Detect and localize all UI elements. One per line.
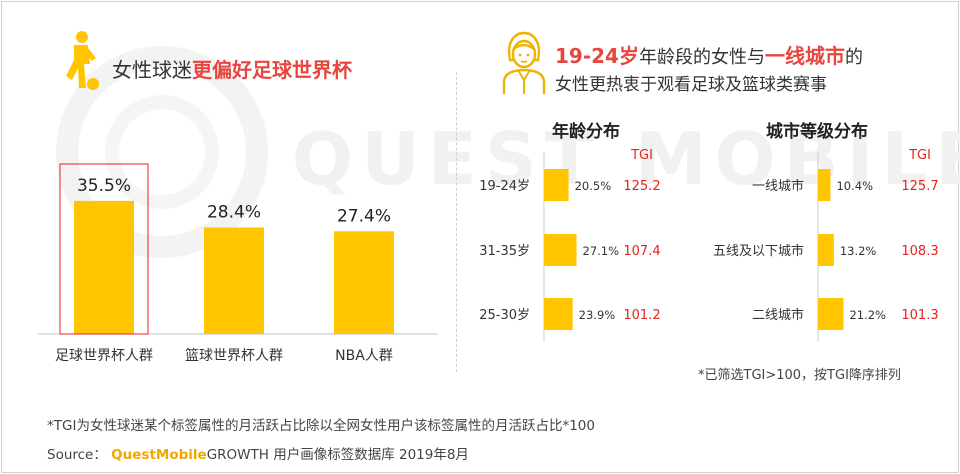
- tgi-value: 101.2: [623, 308, 660, 323]
- tgi-value: 107.4: [623, 244, 660, 259]
- bar-1: [74, 200, 134, 334]
- left-bar-chart: 35.5% 足球世界杯人群 28.4% 篮球世界杯人群 27.4% NBA人群: [38, 163, 438, 364]
- category-label: 19-24岁: [479, 179, 530, 194]
- bar-value-label: 27.4%: [337, 206, 391, 226]
- bar-3: [334, 231, 394, 334]
- hbar-3: [544, 298, 573, 330]
- category-label: 31-35岁: [479, 244, 530, 259]
- tgi-value: 125.7: [901, 179, 938, 194]
- right-title-highlight-city: 一线城市: [764, 44, 845, 68]
- tgi-note: *已筛选TGI>100，按TGI降序排列: [698, 368, 901, 383]
- tgi-value: 125.2: [623, 179, 660, 194]
- source-line: Source： QuestMobileGROWTH 用户画像标签数据库 2019…: [47, 443, 469, 463]
- city-panel-title: 城市等级分布: [766, 122, 868, 142]
- divider: [456, 72, 457, 372]
- hbar-1: [818, 169, 831, 201]
- bar-value-label: 35.5%: [77, 176, 131, 196]
- category-label: NBA人群: [335, 348, 393, 364]
- left-title-highlight: 更偏好足球世界杯: [192, 58, 352, 82]
- bar-value-label: 23.9%: [579, 308, 616, 322]
- right-title-end: 的: [844, 47, 863, 68]
- bar-2: [204, 227, 264, 334]
- left-title: 女性球迷更偏好足球世界杯: [112, 54, 352, 83]
- right-title-highlight-age: 19-24岁: [555, 44, 639, 68]
- bar-value-label: 13.2%: [840, 244, 877, 258]
- watermark-text: QUEST MOBILE: [292, 117, 960, 201]
- category-label: 一线城市: [752, 178, 804, 194]
- bar-value-label: 28.4%: [207, 203, 261, 223]
- right-title-line1: 19-24岁年龄段的女性与一线城市的: [555, 40, 863, 69]
- hbar-1: [544, 169, 569, 201]
- category-label: 足球世界杯人群: [55, 348, 153, 364]
- right-title-line2: 女性更热衷于观看足球及篮球类赛事: [555, 75, 827, 95]
- age-bar-chart: TGI 19-24岁 20.5% 125.2 31-35岁 27.1% 107.4 25-30…: [479, 148, 661, 342]
- bar-value-label: 20.5%: [575, 179, 612, 193]
- footnote: *TGI为女性球迷某个标签属性的月活跃占比除以全网女性用户该标签属性的月活跃占比…: [47, 418, 595, 434]
- tgi-header: TGI: [630, 148, 653, 163]
- hbar-2: [544, 234, 577, 266]
- hbar-3: [818, 298, 844, 330]
- woman-avatar-icon: [502, 31, 546, 94]
- category-label: 二线城市: [752, 307, 804, 323]
- source-label: Source：: [47, 447, 107, 463]
- left-title-prefix: 女性球迷: [112, 58, 192, 82]
- tgi-header: TGI: [908, 148, 931, 163]
- highlight-box: [59, 163, 149, 335]
- city-bar-chart: TGI 一线城市 10.4% 125.7 五线及以下城市 13.2% 108.3 二线城市 21…: [713, 148, 939, 342]
- bar-value-label: 10.4%: [836, 179, 873, 193]
- watermark: QUEST MOBILE: [42, 22, 960, 282]
- category-label: 五线及以下城市: [713, 243, 804, 259]
- bar-value-label: 27.1%: [583, 244, 620, 258]
- tgi-value: 101.3: [901, 308, 938, 323]
- category-label: 篮球世界杯人群: [185, 348, 283, 364]
- watermark-logo-icon: [56, 46, 268, 258]
- source-text: GROWTH 用户画像标签数据库 2019年8月: [206, 447, 469, 463]
- source-brand: QuestMobile: [111, 447, 207, 463]
- age-panel-title: 年龄分布: [552, 122, 620, 142]
- right-title-mid: 年龄段的女性与: [638, 47, 765, 68]
- bar-value-label: 21.2%: [849, 308, 886, 322]
- hbar-2: [818, 234, 834, 266]
- category-label: 25-30岁: [479, 308, 530, 323]
- tgi-value: 108.3: [901, 244, 938, 259]
- soccer-player-icon: [66, 31, 99, 90]
